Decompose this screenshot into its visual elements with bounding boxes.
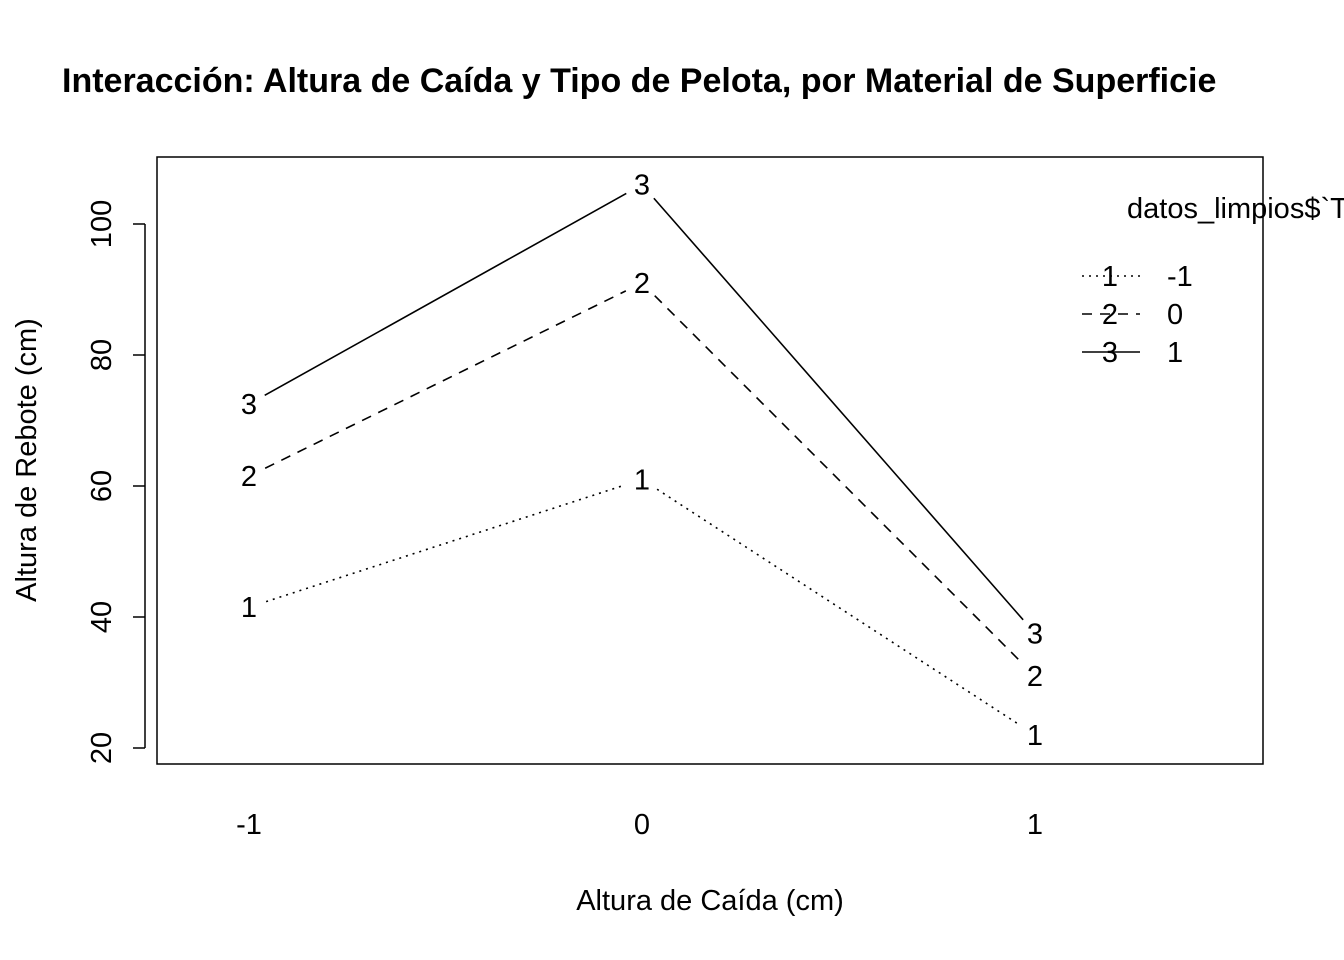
x-axis-ticks: -1 0 1 — [236, 809, 1043, 841]
point-marker: 3 — [1027, 618, 1043, 650]
legend-label: -1 — [1167, 261, 1193, 293]
legend-label: 0 — [1167, 299, 1183, 331]
x-tick-label: -1 — [236, 809, 262, 841]
point-marker: 1 — [1027, 720, 1043, 752]
x-tick-label: 0 — [634, 809, 650, 841]
y-tick-label: 20 — [86, 732, 118, 764]
legend-marker: 1 — [1102, 261, 1118, 293]
y-axis-label: Altura de Rebote (cm) — [11, 318, 43, 602]
point-marker: 3 — [241, 389, 257, 421]
series-line-segment — [265, 484, 626, 603]
legend-label: 1 — [1167, 337, 1183, 369]
series-line-segment — [654, 295, 1023, 664]
legend-items: 1 -1 2 0 3 1 — [1082, 261, 1193, 369]
series-line-segment — [264, 290, 627, 469]
y-axis-ticks: 20 40 60 80 100 — [86, 200, 145, 764]
chart-title: Interacción: Altura de Caída y Tipo de P… — [62, 62, 1216, 100]
legend: datos_limpios$`Tipo de Pelota` 1 -1 2 0 3 1 — [1082, 193, 1344, 369]
y-tick-label: 100 — [86, 200, 118, 248]
point-marker: 2 — [241, 461, 257, 493]
series-line-segment — [653, 197, 1024, 621]
y-tick-label: 60 — [86, 470, 118, 502]
y-tick-label: 80 — [86, 339, 118, 371]
x-axis-label: Altura de Caída (cm) — [576, 885, 844, 917]
legend-title: datos_limpios$`Tipo de Pelota` — [1127, 193, 1344, 225]
point-marker: 3 — [634, 170, 650, 202]
plot-frame — [156, 156, 1264, 765]
legend-marker: 2 — [1102, 299, 1118, 331]
point-marker: 2 — [1027, 661, 1043, 693]
legend-marker: 3 — [1102, 337, 1118, 369]
y-tick-label: 40 — [86, 601, 118, 633]
point-marker: 1 — [241, 592, 257, 624]
series-line-segment — [264, 192, 627, 397]
point-marker: 1 — [634, 464, 650, 496]
x-tick-label: 1 — [1027, 809, 1043, 841]
series-layer: 1 1 1 2 2 2 3 3 3 — [241, 170, 1043, 752]
point-marker: 2 — [634, 268, 650, 300]
